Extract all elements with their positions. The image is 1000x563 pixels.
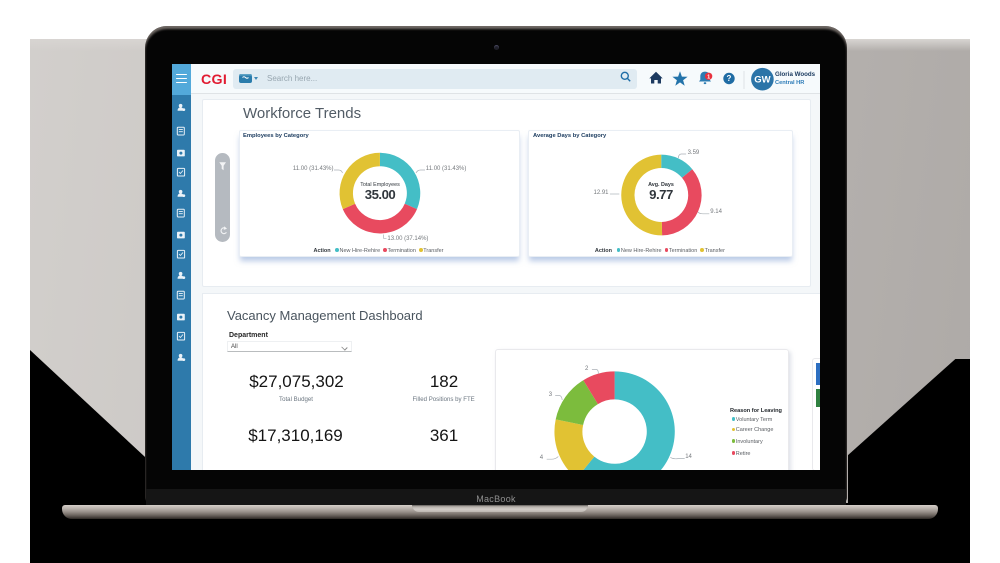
svg-text:?: ? — [727, 74, 732, 83]
svg-text:1: 1 — [707, 74, 710, 80]
svg-text:GW: GW — [754, 75, 770, 86]
